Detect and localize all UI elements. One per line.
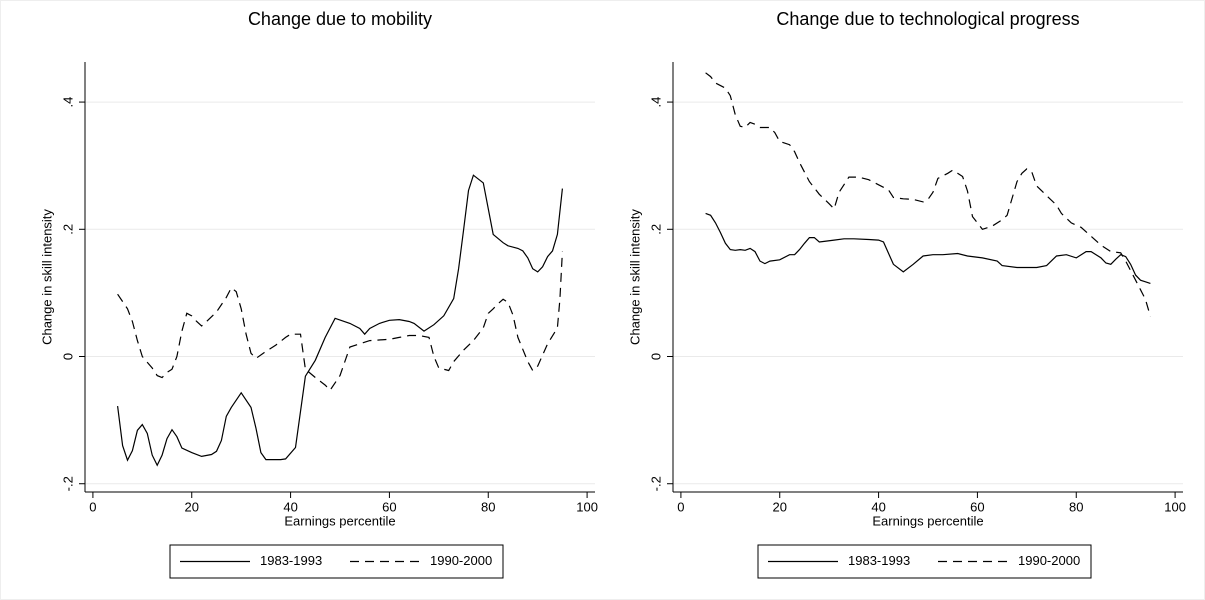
legend-label: 1990-2000 xyxy=(1018,553,1080,568)
x-tick-label: 20 xyxy=(773,499,787,514)
x-tick-label: 60 xyxy=(970,499,984,514)
line-series xyxy=(117,174,563,467)
x-tick-label: 100 xyxy=(576,499,598,514)
x-tick-label: 80 xyxy=(481,499,495,514)
x-tick-label: 40 xyxy=(871,499,885,514)
legend-label: 1990-2000 xyxy=(430,553,492,568)
legend-label: 1983-1993 xyxy=(260,553,322,568)
y-axis-label: Change in skill intensity xyxy=(39,209,54,345)
y-tick-label: .4 xyxy=(648,97,663,108)
y-tick-label: 0 xyxy=(648,353,663,360)
x-tick-label: 60 xyxy=(382,499,396,514)
x-tick-label: 0 xyxy=(677,499,684,514)
y-tick-label: -.2 xyxy=(60,476,75,491)
x-axis-label: Earnings percentile xyxy=(872,513,983,528)
y-axis-label: Change in skill intensity xyxy=(627,209,642,345)
y-tick-label: .2 xyxy=(60,224,75,235)
y-tick-label: .2 xyxy=(648,224,663,235)
legend-label: 1983-1993 xyxy=(848,553,910,568)
x-tick-label: 40 xyxy=(283,499,297,514)
x-tick-label: 20 xyxy=(185,499,199,514)
y-tick-label: -.2 xyxy=(648,476,663,491)
line-series xyxy=(117,251,563,392)
x-tick-label: 0 xyxy=(89,499,96,514)
chart-title: Change due to technological progress xyxy=(776,9,1079,29)
chart-title: Change due to mobility xyxy=(248,9,432,29)
x-axis-label: Earnings percentile xyxy=(284,513,395,528)
line-series xyxy=(705,212,1151,284)
y-tick-label: 0 xyxy=(60,353,75,360)
x-tick-label: 80 xyxy=(1069,499,1083,514)
line-series xyxy=(705,72,1151,317)
y-tick-label: .4 xyxy=(60,97,75,108)
x-tick-label: 100 xyxy=(1164,499,1186,514)
